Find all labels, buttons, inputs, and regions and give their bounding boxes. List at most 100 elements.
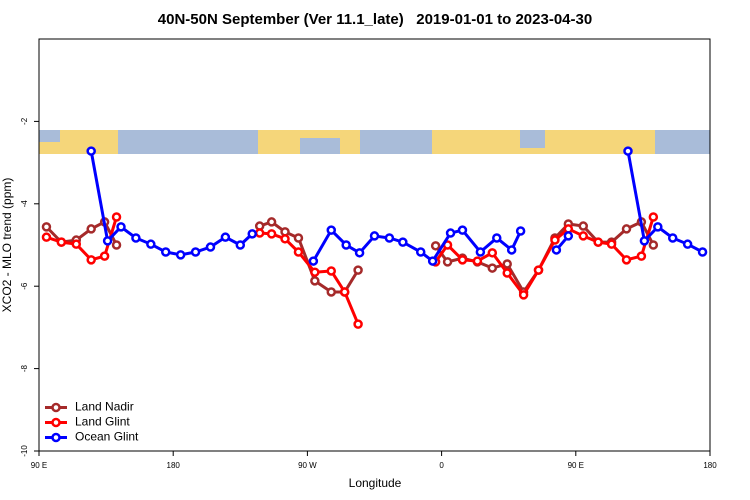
data-point — [639, 236, 650, 246]
data-point — [175, 250, 186, 260]
data-point — [131, 233, 141, 243]
y-axis-label: XCO2 - MLO trend (ppm) — [0, 178, 14, 313]
data-point — [518, 290, 529, 300]
data-point — [563, 231, 574, 241]
data-point — [636, 251, 647, 261]
data-point — [398, 237, 408, 247]
data-point — [266, 229, 277, 239]
x-tick-label: 180 — [703, 461, 717, 470]
legend-marker — [51, 402, 61, 413]
data-point — [86, 224, 96, 234]
data-point — [353, 265, 363, 275]
data-point — [492, 233, 502, 243]
data-point — [430, 241, 441, 251]
chart-title: 40N-50N September (Ver 11.1_late) 2019-0… — [158, 11, 592, 28]
data-point — [247, 229, 257, 239]
data-point — [593, 237, 603, 247]
data-point — [606, 239, 617, 249]
data-point — [578, 231, 589, 241]
data-point — [220, 232, 231, 242]
data-point — [102, 236, 113, 246]
data-point — [116, 222, 126, 232]
data-point — [326, 225, 337, 235]
data-point — [621, 255, 632, 265]
data-point — [111, 212, 122, 222]
x-tick-label: 90 E — [31, 461, 47, 470]
data-point — [487, 248, 498, 258]
data-point — [354, 248, 365, 258]
legend-marker — [51, 432, 61, 443]
y-tick-label: -2 — [20, 117, 29, 125]
data-point — [86, 146, 96, 156]
data-point — [326, 287, 337, 297]
y-tick-label: -8 — [20, 364, 29, 372]
data-point — [457, 225, 468, 235]
data-point — [310, 267, 320, 277]
legend-label: Land Nadir — [75, 400, 134, 414]
data-point — [111, 240, 122, 250]
data-point — [475, 247, 486, 257]
data-point — [472, 256, 483, 266]
x-tick-label: 90 W — [298, 461, 317, 470]
data-point — [533, 265, 544, 275]
data-point — [190, 247, 201, 257]
data-point — [682, 239, 693, 249]
data-point — [99, 251, 110, 261]
data-point — [293, 247, 304, 257]
data-point — [415, 247, 426, 257]
data-point — [551, 245, 562, 255]
data-point — [353, 319, 363, 329]
data-point — [667, 233, 678, 243]
data-point — [487, 263, 498, 273]
legend-label: Ocean Glint — [75, 430, 139, 444]
x-tick-label: 90 E — [568, 461, 584, 470]
data-point — [160, 247, 171, 257]
data-point — [502, 259, 512, 269]
data-point — [506, 245, 517, 255]
data-point — [369, 231, 380, 241]
data-point — [550, 235, 560, 245]
data-point — [427, 256, 438, 266]
y-tick-label: -6 — [20, 282, 29, 290]
x-axis-label: Longitude — [349, 476, 402, 490]
data-point — [339, 287, 350, 297]
data-point — [623, 146, 633, 156]
legend-label: Land Glint — [75, 415, 130, 429]
data-point — [648, 240, 659, 250]
data-point — [205, 242, 216, 252]
data-point — [280, 234, 290, 244]
y-tick-label: -10 — [20, 445, 29, 457]
data-point — [648, 212, 659, 222]
data-point — [235, 240, 246, 250]
plot-frame — [38, 38, 711, 452]
data-point — [293, 233, 304, 243]
data-point — [384, 233, 395, 243]
data-point — [442, 257, 453, 267]
data-point — [502, 268, 512, 278]
data-point — [41, 232, 52, 242]
data-point — [254, 228, 265, 238]
data-point — [41, 222, 52, 232]
data-point — [578, 221, 589, 231]
map-strip — [39, 130, 710, 154]
data-point — [515, 226, 526, 236]
legend-marker — [51, 417, 61, 428]
y-tick-label: -4 — [20, 200, 29, 208]
x-tick-label: 180 — [167, 461, 181, 470]
data-point — [621, 224, 632, 234]
data-point — [71, 239, 82, 249]
data-point — [697, 247, 708, 257]
x-tick-label: 0 — [439, 461, 444, 470]
data-point — [341, 240, 351, 250]
data-point — [308, 256, 319, 266]
data-point — [56, 237, 67, 247]
series-line — [45, 216, 655, 325]
data-point — [86, 255, 96, 265]
data-point — [146, 239, 156, 249]
data-point — [266, 217, 277, 227]
data-point — [653, 222, 663, 232]
data-point — [457, 255, 468, 265]
data-point — [310, 276, 320, 286]
data-point — [326, 266, 337, 276]
